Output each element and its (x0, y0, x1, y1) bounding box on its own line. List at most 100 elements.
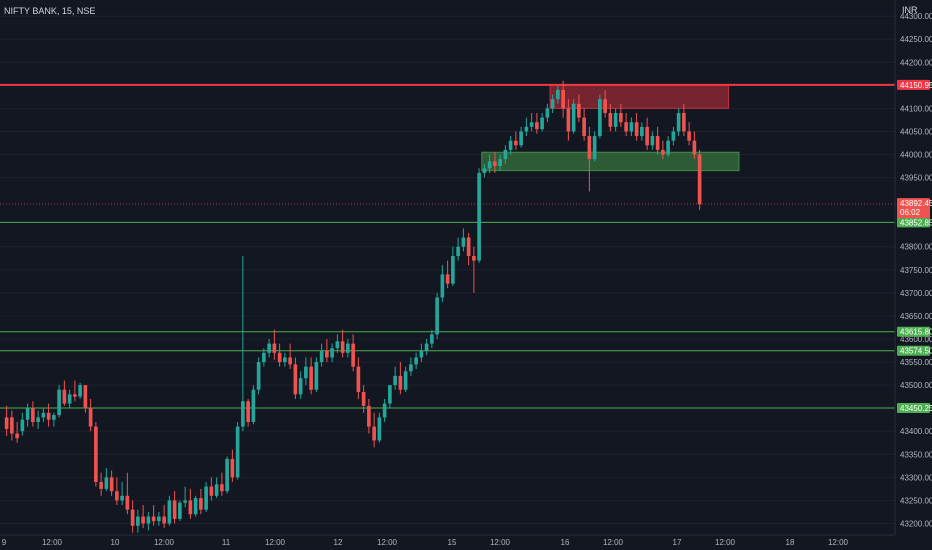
candle-body (162, 516, 166, 524)
y-tick-label: 43250.00 (900, 496, 932, 505)
candle-body (340, 341, 345, 353)
candle-body (146, 516, 151, 524)
candle-body (451, 255, 455, 284)
level-badge-label: 44150.95 (900, 81, 932, 90)
x-tick-label: 17 (673, 538, 682, 547)
candle-body (314, 362, 319, 390)
candle-body (235, 426, 240, 478)
candle-body (283, 357, 287, 363)
candle-body (466, 237, 471, 256)
y-tick-label: 44100.00 (900, 104, 932, 113)
level-badge (897, 217, 930, 228)
candle-body (356, 366, 361, 393)
candle-body (136, 516, 140, 526)
candle-body (67, 394, 72, 404)
candle-body (20, 419, 25, 432)
candle-body (125, 495, 130, 510)
candle-body (319, 350, 324, 363)
candle-body (498, 159, 502, 167)
x-tick-label: 18 (786, 538, 795, 547)
candle-body (204, 486, 208, 510)
candle-body (199, 498, 203, 510)
candle-body (52, 415, 56, 420)
candle-body (361, 392, 366, 406)
candle-body (545, 108, 550, 118)
candle-body (624, 122, 628, 132)
level-badge-label: 43574.50 (900, 347, 932, 356)
candle-body (309, 366, 313, 390)
candle-body (78, 385, 82, 397)
level-badge (897, 79, 930, 90)
candle-body (666, 140, 670, 155)
candle-body (535, 122, 539, 130)
candle-body (109, 477, 114, 492)
candle-body (31, 408, 35, 423)
candle-body (655, 136, 660, 150)
candle-body (330, 348, 334, 358)
y-tick-label: 43500.00 (900, 381, 932, 390)
y-tick-label: 43650.00 (900, 312, 932, 321)
candle-body (556, 89, 560, 100)
candle-body (188, 500, 193, 515)
candle-body (645, 126, 649, 146)
candle-body (419, 350, 424, 358)
y-tick-label: 43750.00 (900, 266, 932, 275)
candle-body (246, 401, 250, 423)
candle-body (571, 103, 576, 132)
y-tick-label: 44200.00 (900, 58, 932, 67)
price-axis-panel (895, 0, 932, 550)
candle-body (634, 122, 639, 137)
candle-body (493, 161, 497, 167)
y-tick-label: 43550.00 (900, 358, 932, 367)
candle-body (472, 255, 476, 261)
candle-body (661, 149, 665, 155)
candle-body (241, 401, 245, 427)
candle-body (598, 99, 602, 137)
candle-body (676, 112, 681, 132)
candle-body (561, 89, 565, 109)
x-tick-label: 12:00 (377, 538, 398, 547)
candle-body (398, 375, 403, 390)
currency-label: INR (902, 5, 918, 15)
candle-body (640, 126, 644, 137)
candle-body (351, 343, 355, 367)
candle-body (251, 389, 256, 423)
candle-body (440, 274, 445, 298)
candle-body (367, 405, 371, 427)
candle-body (298, 378, 303, 395)
x-tick-label: 12:00 (828, 538, 849, 547)
candle-body (46, 412, 51, 420)
candle-body (697, 154, 702, 205)
time-axis-panel (0, 535, 932, 550)
candle-body (99, 481, 103, 489)
candle-body (57, 389, 61, 416)
last-price-label: 43892.45 (900, 199, 932, 208)
last-price-badge (897, 198, 930, 219)
level-badge-label: 43615.80 (900, 328, 932, 337)
candle-body (682, 112, 686, 132)
candle-body (687, 131, 691, 141)
level-badge-label: 43450.25 (900, 404, 932, 413)
y-tick-label: 43350.00 (900, 450, 932, 459)
candle-body (83, 385, 88, 409)
candle-body (524, 126, 529, 132)
candle-body (15, 433, 19, 439)
candle-body (445, 274, 450, 284)
candle-body (225, 458, 229, 492)
candle-body (393, 375, 397, 386)
candle-body (582, 117, 586, 137)
candle-body (372, 426, 376, 441)
y-tick-label: 43600.00 (900, 335, 932, 344)
candle-body (414, 357, 418, 365)
candle-body (167, 500, 172, 524)
y-tick-label: 43300.00 (900, 473, 932, 482)
candle-body (461, 237, 466, 247)
candle-body (41, 412, 46, 418)
candle-body (482, 168, 487, 173)
candle-body (193, 498, 198, 515)
candle-body (424, 343, 429, 351)
candle-body (629, 122, 634, 132)
candle-body (272, 343, 277, 353)
candle-body (403, 371, 408, 390)
